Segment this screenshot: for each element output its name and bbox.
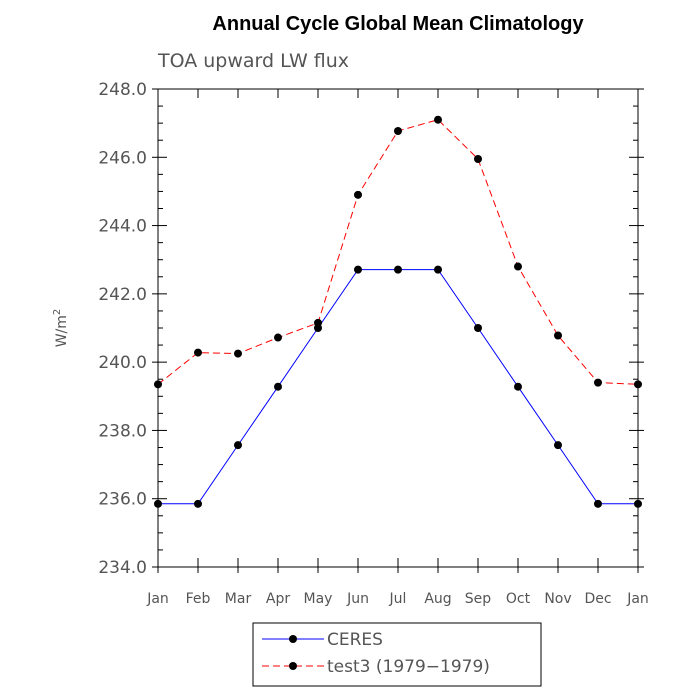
- series-layer: [154, 115, 642, 508]
- y-tick-label: 244.0: [98, 217, 147, 237]
- x-tick-label: Feb: [186, 591, 211, 607]
- legend-test3-label: test3 (1979−1979): [327, 657, 490, 677]
- x-tick-label: May: [304, 591, 333, 607]
- chart-title: Annual Cycle Global Mean Climatology: [212, 13, 584, 35]
- y-tick-label: 240.0: [98, 353, 147, 373]
- series-0-point: [594, 499, 602, 508]
- series-1-point: [194, 348, 202, 357]
- chart-subtitle: TOA upward LW flux: [157, 50, 349, 72]
- x-tick-label: Dec: [584, 591, 611, 607]
- y-tick-label: 238.0: [98, 421, 147, 441]
- series-0-point: [634, 499, 642, 508]
- series-1-point: [634, 380, 642, 389]
- x-tick-label: Oct: [506, 591, 531, 607]
- y-tick-label: 236.0: [98, 490, 147, 510]
- series-1-point: [474, 154, 482, 163]
- series-1-point: [154, 380, 162, 389]
- series-1-point: [234, 349, 242, 358]
- series-0-point: [514, 382, 522, 391]
- x-tick-label: Sep: [465, 591, 492, 607]
- series-1-point: [594, 378, 602, 387]
- y-axis-label: W/m2: [52, 309, 70, 348]
- y-tick-label: 246.0: [98, 148, 147, 168]
- legend-test3-marker: [289, 662, 297, 670]
- series-0-point: [274, 382, 282, 391]
- x-tick-label: Jun: [346, 591, 369, 607]
- series-0-point: [474, 324, 482, 332]
- y-tick-label: 234.0: [98, 558, 147, 578]
- series-0-point: [434, 265, 442, 274]
- x-tick-label: Apr: [266, 591, 290, 607]
- series-1-point: [514, 262, 522, 271]
- series-0-point: [394, 265, 402, 274]
- series-line-1: [157, 119, 639, 385]
- legend-ceres-marker: [289, 635, 297, 643]
- y-tick-label: 242.0: [98, 285, 147, 305]
- series-0-point: [154, 499, 162, 508]
- legend-ceres-label: CERES: [327, 630, 383, 650]
- series-1-point: [554, 331, 562, 340]
- y-axis: 234.0 236.0 238.0 240.0 242.0 244.0 246.0 248.0: [98, 80, 644, 578]
- x-tick-label: Jul: [389, 591, 407, 607]
- legend: CERES test3 (1979−1979): [252, 622, 542, 687]
- y-tick-label: 248.0: [98, 80, 147, 100]
- series-1-point: [314, 318, 322, 327]
- x-tick-label: Jan: [626, 591, 649, 607]
- series-0-point: [234, 441, 242, 450]
- series-1-point: [274, 333, 282, 342]
- y-axis-label-superscript: 2: [52, 309, 63, 315]
- series-1-point: [354, 190, 362, 199]
- legend-box: [252, 622, 542, 687]
- x-tick-label: Jan: [146, 591, 169, 607]
- x-tick-label: Nov: [544, 591, 571, 607]
- x-tick-label: Mar: [225, 591, 252, 607]
- series-0-point: [194, 499, 202, 508]
- series-1-point: [434, 115, 442, 124]
- series-0-point: [554, 441, 562, 450]
- series-0-point: [354, 265, 362, 274]
- series-line-0: [158, 269, 638, 505]
- x-axis: Jan Feb Mar Apr May Jun Jul Aug Sep Oct Nov Dec Jan: [146, 89, 649, 607]
- y-axis-label-base: W/m: [54, 315, 70, 347]
- series-1-point: [394, 126, 402, 135]
- plot-frame: [157, 88, 639, 568]
- x-tick-label: Aug: [424, 591, 451, 607]
